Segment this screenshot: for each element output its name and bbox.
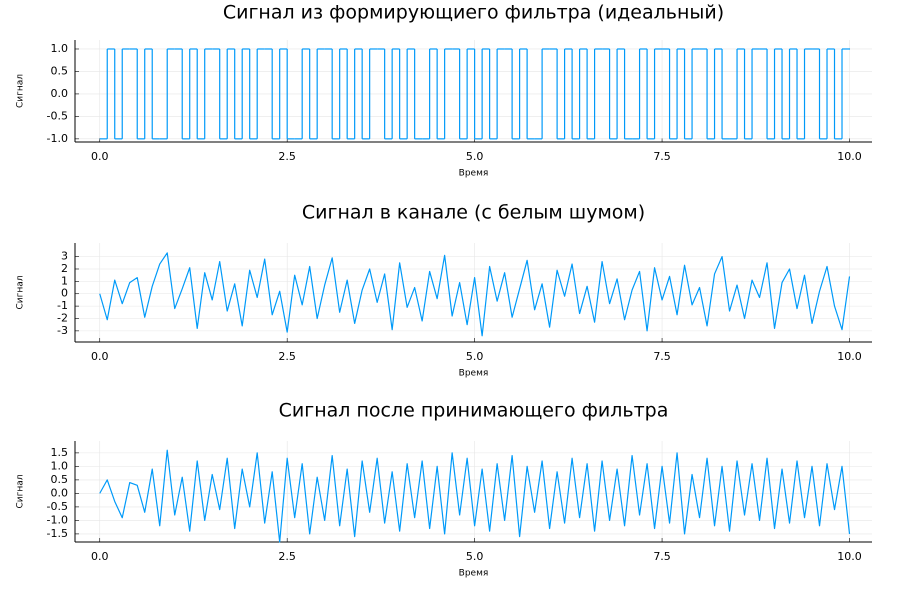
y-axis-label: Сигнал: [16, 74, 26, 108]
subplot: Сигнал в канале (с белым шумом) 0.0 2.5 5.0…: [16, 202, 872, 379]
y-tick-label: -0.5: [47, 500, 68, 513]
signal-line: [99, 252, 851, 337]
subplot-title: Сигнал в канале (с белым шумом): [302, 202, 645, 224]
x-tick-label: 0.0: [91, 550, 109, 563]
y-tick-label: 0.0: [51, 486, 69, 499]
y-tick-label: -1.0: [47, 132, 68, 145]
y-tick-label: -1.5: [47, 527, 68, 540]
subplot: Сигнал после принимающего фильтра 0.0 2.5 5…: [16, 400, 872, 579]
x-tick-label: 10.0: [837, 150, 862, 163]
y-tick-label: 0: [61, 287, 68, 300]
x-tick-label: 10.0: [837, 550, 862, 563]
x-tick-label: 7.5: [653, 550, 671, 563]
x-tick-label: 0.0: [91, 350, 109, 363]
y-tick-label: 0.0: [51, 87, 69, 100]
x-axis-label: Время: [459, 169, 489, 179]
y-tick-label: 3: [61, 250, 68, 263]
x-tick-label: 7.5: [653, 150, 671, 163]
y-tick-label: -2: [57, 311, 68, 324]
x-tick-label: 2.5: [278, 550, 296, 563]
x-tick-label: 10.0: [837, 350, 862, 363]
y-tick-label: -3: [57, 324, 68, 337]
x-tick-label: 5.0: [466, 150, 484, 163]
subplot-title: Сигнал после принимающего фильтра: [279, 400, 669, 422]
subplot: Сигнал из формирующиего фильтра (идеальн…: [16, 2, 872, 179]
y-tick-label: 0.5: [51, 64, 69, 77]
subplot-title: Сигнал из формирующиего фильтра (идеальн…: [223, 2, 724, 24]
x-tick-label: 5.0: [466, 550, 484, 563]
x-axis-label: Время: [459, 369, 489, 379]
y-axis-label: Сигнал: [16, 474, 26, 508]
y-tick-label: 1.0: [51, 42, 69, 55]
y-tick-label: 0.5: [51, 473, 69, 486]
x-axis-label: Время: [459, 569, 489, 579]
signal-line: [99, 449, 851, 543]
x-tick-label: 5.0: [466, 350, 484, 363]
x-tick-label: 2.5: [278, 350, 296, 363]
y-tick-label: 1.5: [51, 446, 69, 459]
x-tick-label: 0.0: [91, 150, 109, 163]
y-tick-label: 1.0: [51, 459, 69, 472]
y-tick-label: -0.5: [47, 109, 68, 122]
y-axis-label: Сигнал: [16, 275, 26, 309]
x-tick-label: 7.5: [653, 350, 671, 363]
y-tick-label: 2: [61, 262, 68, 275]
y-tick-label: -1: [57, 299, 68, 312]
y-tick-label: 1: [61, 274, 68, 287]
y-tick-label: -1.0: [47, 513, 68, 526]
x-tick-label: 2.5: [278, 150, 296, 163]
